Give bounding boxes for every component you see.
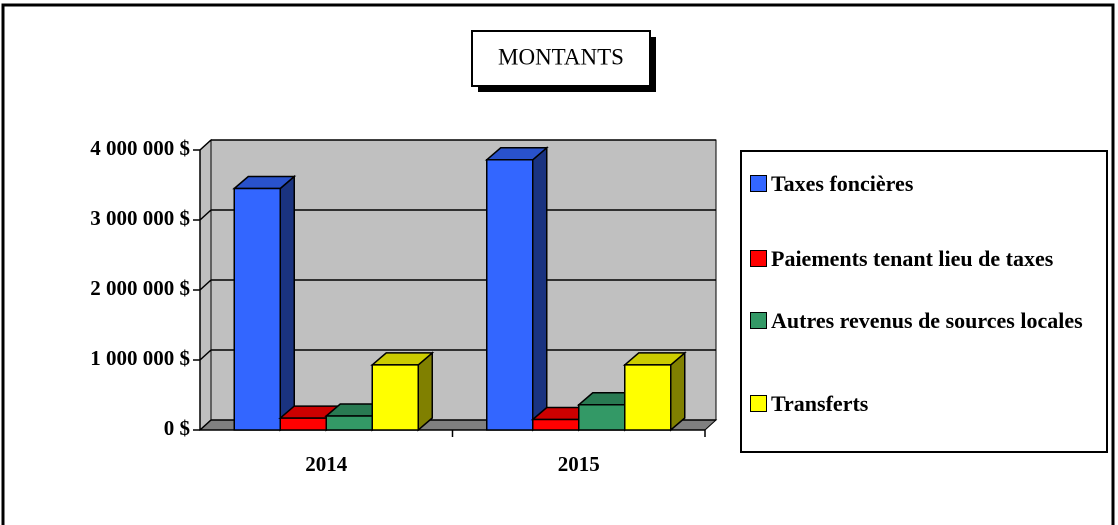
bar-front (532, 418, 580, 431)
bar-front (578, 404, 626, 431)
grid-line (199, 419, 212, 431)
legend-label: Transferts (771, 391, 869, 416)
y-tick-label: 2 000 000 $ (90, 276, 190, 300)
title-box (471, 30, 651, 87)
grid-line (199, 349, 212, 361)
y-tick-label: 4 000 000 $ (90, 136, 190, 160)
bar-front (624, 364, 672, 431)
legend-swatch (750, 395, 767, 412)
grid-line (199, 279, 212, 291)
legend-item: Taxes foncières (750, 170, 1100, 197)
bar (484, 146, 549, 432)
y-tick-label: 0 $ (164, 416, 190, 440)
x-tick-label: 2014 (305, 452, 348, 476)
bar (370, 351, 435, 432)
y-tick-label: 1 000 000 $ (90, 346, 190, 370)
bar-side (532, 146, 548, 432)
legend-item: Transferts (750, 390, 1100, 417)
legend-item: Autres revenus de sources locales (750, 307, 1100, 334)
legend-swatch (750, 312, 767, 329)
frame (1, 3, 1115, 525)
bar-front (325, 415, 373, 431)
bar-side (279, 174, 295, 432)
legend-label: Autres revenus de sources locales (771, 308, 1083, 333)
bar-front (233, 187, 281, 431)
legend-swatch (750, 175, 767, 192)
legend-item: Paiements tenant lieu de taxes (750, 245, 1100, 272)
bar-front (279, 417, 327, 431)
bar-front (486, 159, 534, 431)
legend-label: Taxes foncières (771, 171, 914, 196)
bar-side (670, 351, 686, 432)
legend: Taxes foncières Paiements tenant lieu de … (740, 150, 1108, 453)
legend-label: Paiements tenant lieu de taxes (771, 246, 1054, 271)
bar (232, 174, 297, 432)
bar-front (371, 364, 419, 431)
bar-side (417, 351, 433, 432)
grid-line (199, 209, 212, 221)
x-tick-label: 2015 (558, 452, 600, 476)
y-tick-label: 3 000 000 $ (90, 206, 190, 230)
chart-title: MONTANTS (498, 44, 624, 69)
grid-line (199, 139, 212, 151)
bar (622, 351, 687, 432)
legend-swatch (750, 250, 767, 267)
